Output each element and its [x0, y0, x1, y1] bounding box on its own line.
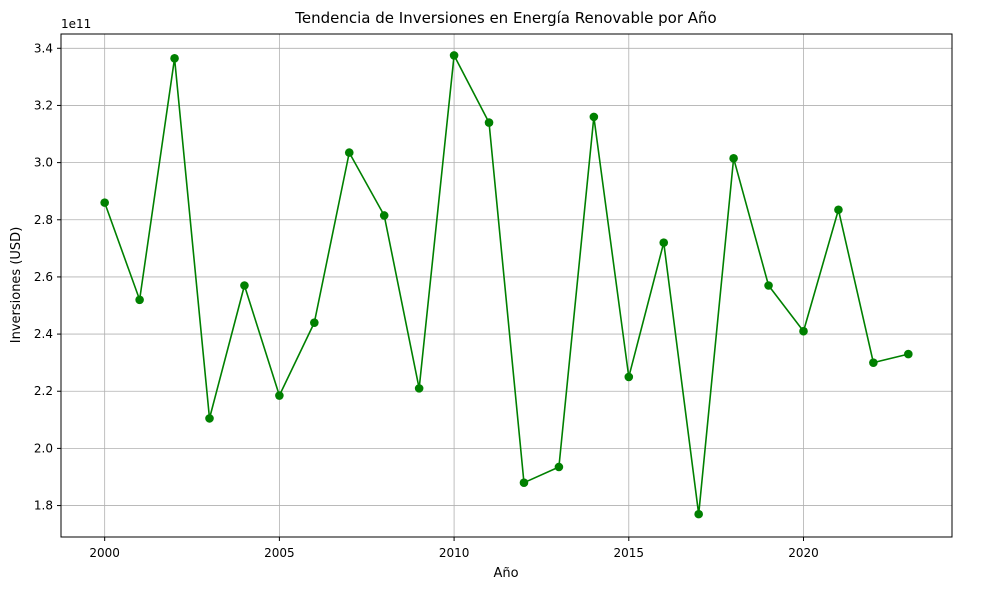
series-line: [103, 54, 909, 515]
data-point: [205, 414, 214, 423]
x-tick-label: 2005: [264, 546, 295, 560]
y-tick-label: 3.4: [34, 41, 53, 55]
data-point: [484, 118, 494, 127]
data-point: [589, 112, 599, 122]
data-point: [659, 238, 669, 247]
data-point: [554, 462, 564, 472]
data-point: [310, 318, 319, 327]
y-tick-label: 2.0: [34, 441, 53, 455]
data-point: [414, 384, 424, 393]
grid: [61, 34, 952, 537]
x-axis-label: Año: [493, 566, 518, 581]
y-tick-label: 2.2: [34, 384, 53, 398]
data-point: [904, 349, 913, 359]
chart-title: Tendencia de Inversiones en Energía Reno…: [294, 9, 716, 27]
data-point: [624, 372, 634, 382]
data-point: [519, 478, 529, 487]
data-point: [694, 509, 703, 519]
y-tick-label: 2.8: [34, 213, 53, 227]
y-tick-label: 3.0: [34, 156, 53, 170]
x-tick-label: 2020: [788, 546, 819, 560]
plot-frame: [60, 33, 953, 538]
data-point: [869, 358, 878, 367]
x-tick-label: 2010: [439, 546, 470, 560]
data-point: [344, 148, 354, 157]
y-tick-label: 2.4: [34, 327, 53, 341]
y-tick-label: 1.8: [34, 499, 53, 513]
y-tick-label: 3.2: [34, 98, 53, 112]
data-point: [729, 154, 738, 163]
y-axis-label: Inversiones (USD): [9, 227, 24, 344]
data-point: [100, 198, 109, 207]
x-tick-label: 2000: [89, 546, 120, 560]
series-layer: [100, 51, 913, 519]
data-point: [799, 326, 808, 336]
y-axis-offset-label: 1e11: [61, 17, 91, 31]
data-point: [379, 211, 389, 220]
y-tick-label: 2.6: [34, 270, 53, 284]
x-tick-label: 2015: [614, 546, 645, 560]
data-point: [764, 281, 773, 290]
data-point: [834, 205, 843, 215]
data-point: [170, 53, 179, 63]
axis-ticks: 2000 2005 2010 2015 2020 1.8 2.0 2.2 2.4 2.6 2.8 3.…: [34, 41, 819, 560]
data-point: [240, 281, 249, 290]
data-point: [275, 391, 284, 400]
data-point: [449, 51, 459, 60]
data-point: [135, 295, 144, 305]
